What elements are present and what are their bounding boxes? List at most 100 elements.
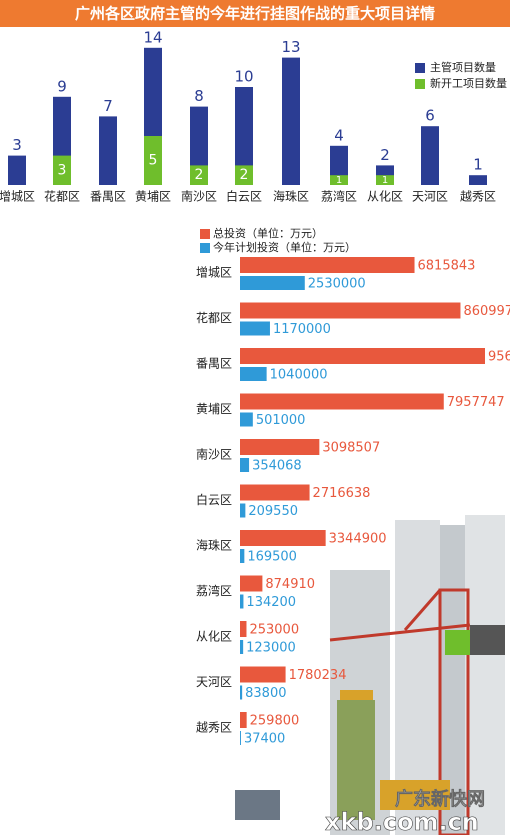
value-label: 37400 bbox=[244, 732, 285, 747]
value-label: 1 bbox=[336, 175, 342, 186]
value-label: 8 bbox=[194, 87, 204, 105]
x-tick-label: 荔湾区 bbox=[321, 189, 357, 204]
value-label: 4 bbox=[334, 126, 344, 144]
value-label: 1 bbox=[382, 175, 388, 186]
y-tick-label: 增城区 bbox=[196, 266, 232, 280]
y-tick-label: 南沙区 bbox=[196, 447, 232, 462]
value-label: 7 bbox=[103, 97, 113, 115]
bar bbox=[240, 393, 444, 410]
bar bbox=[376, 175, 394, 185]
legend-swatch bbox=[200, 229, 210, 239]
bar bbox=[240, 412, 253, 427]
value-label: 3344900 bbox=[329, 532, 387, 547]
bar bbox=[240, 302, 461, 319]
bar bbox=[240, 321, 270, 336]
value-label: 14 bbox=[143, 28, 162, 46]
legend-label: 总投资（单位：万元） bbox=[213, 226, 323, 240]
value-label: 3 bbox=[58, 162, 67, 178]
title-banner bbox=[0, 0, 510, 27]
bar bbox=[240, 640, 244, 654]
legend-swatch bbox=[415, 79, 425, 89]
value-label: 501000 bbox=[256, 413, 306, 428]
y-tick-label: 天河区 bbox=[196, 675, 232, 689]
value-label: 9 bbox=[57, 77, 67, 95]
bar bbox=[240, 530, 326, 546]
y-tick-label: 黄埔区 bbox=[196, 402, 232, 416]
bar bbox=[330, 175, 348, 185]
value-label: 3098507 bbox=[322, 441, 380, 456]
value-label: 3 bbox=[12, 136, 22, 154]
y-tick-label: 花都区 bbox=[196, 310, 232, 325]
value-label: 1040000 bbox=[270, 368, 328, 383]
value-label: 253000 bbox=[249, 623, 299, 638]
value-label: 874910 bbox=[265, 577, 315, 592]
bar bbox=[53, 155, 71, 185]
bar bbox=[240, 549, 245, 563]
bar bbox=[240, 276, 305, 290]
value-label: 1170000 bbox=[273, 322, 331, 337]
legend-swatch bbox=[415, 63, 425, 73]
x-tick-label: 花都区 bbox=[44, 189, 80, 204]
value-label: 134200 bbox=[246, 595, 296, 610]
bar bbox=[99, 116, 117, 185]
value-label: 5 bbox=[149, 153, 158, 169]
bar bbox=[240, 712, 247, 728]
value-label: 2 bbox=[240, 167, 249, 183]
bar bbox=[235, 87, 253, 185]
x-tick-label: 越秀区 bbox=[460, 190, 496, 204]
bar bbox=[240, 458, 250, 472]
bar bbox=[240, 685, 243, 700]
bar bbox=[240, 348, 485, 364]
value-label: 10 bbox=[234, 68, 253, 86]
value-label: 169500 bbox=[247, 550, 297, 565]
x-tick-label: 天河区 bbox=[412, 190, 448, 204]
bar bbox=[240, 367, 267, 381]
y-tick-label: 番禺区 bbox=[196, 357, 232, 371]
value-label: 8609970 bbox=[463, 304, 510, 319]
legend-label: 今年计划投资（单位：万元） bbox=[213, 240, 356, 254]
bar bbox=[144, 136, 162, 185]
value-label: 2716638 bbox=[313, 486, 371, 501]
bar bbox=[235, 165, 253, 185]
value-label: 354068 bbox=[252, 459, 302, 474]
y-tick-label: 从化区 bbox=[196, 630, 232, 644]
bar bbox=[240, 257, 415, 273]
x-tick-label: 白云区 bbox=[226, 189, 262, 204]
x-tick-label: 增城区 bbox=[0, 190, 35, 204]
y-tick-label: 越秀区 bbox=[196, 721, 232, 735]
bar bbox=[240, 666, 286, 683]
x-tick-label: 南沙区 bbox=[181, 189, 217, 204]
bar bbox=[282, 57, 300, 185]
x-tick-label: 海珠区 bbox=[273, 189, 309, 204]
value-label: 259800 bbox=[250, 714, 300, 729]
value-label: 123000 bbox=[246, 641, 296, 656]
value-label: 1780234 bbox=[289, 668, 347, 683]
legend-swatch bbox=[200, 243, 210, 253]
bar bbox=[190, 165, 208, 185]
value-label: 6815843 bbox=[418, 259, 476, 274]
bar bbox=[469, 175, 487, 185]
watermark: 广东新快网 bbox=[395, 788, 485, 810]
value-label: 2 bbox=[195, 167, 204, 183]
x-tick-label: 从化区 bbox=[367, 190, 403, 204]
bar bbox=[240, 439, 320, 455]
bar bbox=[8, 155, 26, 185]
bar bbox=[240, 484, 310, 501]
bar bbox=[240, 503, 246, 518]
x-tick-label: 番禺区 bbox=[90, 190, 126, 204]
value-label: 2 bbox=[380, 146, 390, 164]
legend-label: 主管项目数量 bbox=[430, 60, 496, 74]
value-label: 209550 bbox=[248, 504, 298, 519]
watermark-url: xkb.com.cn bbox=[325, 808, 479, 835]
value-label: 83800 bbox=[245, 686, 286, 701]
bar bbox=[240, 594, 244, 609]
legend-label: 新开工项目数量 bbox=[430, 76, 507, 90]
y-tick-label: 白云区 bbox=[196, 492, 232, 507]
value-label: 7957747 bbox=[447, 395, 505, 410]
value-label: 2530000 bbox=[308, 277, 366, 292]
y-tick-label: 海珠区 bbox=[196, 538, 232, 553]
bar bbox=[240, 575, 263, 592]
value-label: 1 bbox=[473, 156, 483, 174]
value-label: 9568180 bbox=[488, 350, 510, 365]
